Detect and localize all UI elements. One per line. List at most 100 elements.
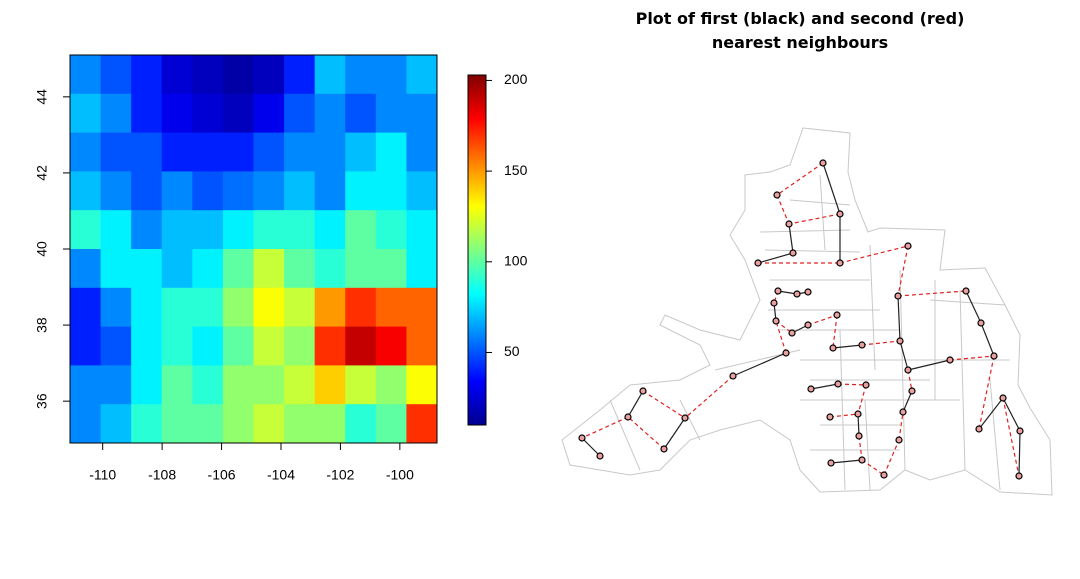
heat-cell xyxy=(70,93,102,134)
heat-cell xyxy=(253,210,285,250)
heat-cell xyxy=(284,210,316,250)
heat-cell xyxy=(100,287,132,328)
heat-cell xyxy=(375,132,407,172)
x-tick-label: -104 xyxy=(267,467,295,483)
heat-cell xyxy=(375,210,407,250)
heat-cell xyxy=(253,55,285,95)
y-tick-label: 38 xyxy=(34,317,50,333)
heat-cell xyxy=(284,287,316,328)
heat-cell xyxy=(406,287,438,328)
heat-cell xyxy=(375,365,407,405)
y-tick-label: 42 xyxy=(34,165,50,181)
heat-cell xyxy=(131,404,163,444)
heat-cell xyxy=(314,55,346,95)
heat-cell xyxy=(314,210,346,250)
heat-cell xyxy=(131,365,163,405)
heat-cell xyxy=(253,287,285,328)
heat-cell xyxy=(284,365,316,405)
heat-cell xyxy=(222,93,254,134)
heat-cell xyxy=(222,132,254,172)
heat-cell xyxy=(100,404,132,444)
heat-cell xyxy=(406,93,438,134)
heat-cell xyxy=(314,93,346,134)
heat-cell xyxy=(70,55,102,95)
heat-cell xyxy=(253,326,285,366)
heat-cell xyxy=(406,365,438,405)
x-tick-label: -108 xyxy=(148,467,176,483)
heat-cell xyxy=(192,171,224,211)
heat-cell xyxy=(375,404,407,444)
heat-cell xyxy=(161,249,193,289)
heat-cell xyxy=(70,249,102,289)
heat-cell xyxy=(345,55,377,95)
heat-cell xyxy=(222,287,254,328)
heat-cell xyxy=(161,132,193,172)
map-title: Plot of first (black) and second (red) xyxy=(636,9,965,28)
heat-cell xyxy=(192,93,224,134)
heat-cell xyxy=(222,404,254,444)
heat-cell xyxy=(222,365,254,405)
heat-cell xyxy=(314,404,346,444)
heat-cell xyxy=(406,132,438,172)
heat-cell xyxy=(131,210,163,250)
heat-cell xyxy=(222,55,254,95)
heat-cell xyxy=(345,365,377,405)
heat-cell xyxy=(284,93,316,134)
heatmap-panel: -110 -108 -106 -104 -102 -100 36 38 40 42 44 50 100 1… xyxy=(34,54,528,483)
heat-cell xyxy=(253,93,285,134)
heat-cell xyxy=(222,210,254,250)
heat-cell xyxy=(406,171,438,211)
heat-cell xyxy=(131,171,163,211)
color-tick-label: 50 xyxy=(504,343,520,359)
heat-cell xyxy=(100,171,132,211)
heat-cell xyxy=(131,249,163,289)
heat-cell xyxy=(100,326,132,366)
heat-cell xyxy=(345,132,377,172)
heat-cell xyxy=(345,171,377,211)
heat-cell xyxy=(284,55,316,95)
heat-cell xyxy=(375,171,407,211)
x-tick-label: -106 xyxy=(208,467,236,483)
heat-cell xyxy=(406,55,438,95)
heat-cell xyxy=(406,404,438,444)
heat-cell xyxy=(314,326,346,366)
heat-cell xyxy=(406,326,438,366)
heat-cell xyxy=(314,287,346,328)
heat-cell xyxy=(100,249,132,289)
heat-cell xyxy=(375,249,407,289)
title-line: nearest neighbours xyxy=(712,33,888,52)
heat-cell xyxy=(70,132,102,172)
heat-cell xyxy=(100,93,132,134)
heat-cell xyxy=(192,249,224,289)
heat-cell xyxy=(100,55,132,95)
heat-cell xyxy=(161,365,193,405)
color-tick-label: 200 xyxy=(504,71,528,87)
heat-cell xyxy=(70,404,102,444)
heat-cell xyxy=(375,326,407,366)
heat-cell xyxy=(192,210,224,250)
heat-cell xyxy=(161,210,193,250)
heat-cell xyxy=(70,326,102,366)
heat-cell xyxy=(192,55,224,95)
heat-cell xyxy=(192,132,224,172)
color-tick-label: 150 xyxy=(504,162,528,178)
heat-cell xyxy=(375,287,407,328)
x-tick-label: -102 xyxy=(326,467,354,483)
heat-cell xyxy=(253,365,285,405)
first-neighbour-links xyxy=(581,162,1021,477)
heat-cell xyxy=(100,365,132,405)
region-boundary xyxy=(609,174,1010,491)
heat-cell xyxy=(131,55,163,95)
heat-cell xyxy=(161,287,193,328)
heat-cell xyxy=(70,210,102,250)
color-tick-label: 100 xyxy=(504,252,528,268)
heat-cell xyxy=(345,326,377,366)
heat-cell xyxy=(161,93,193,134)
region-boundary xyxy=(561,127,1053,496)
heat-cell xyxy=(284,132,316,172)
heat-cell xyxy=(192,287,224,328)
heat-cell xyxy=(70,287,102,328)
heat-cell xyxy=(284,404,316,444)
heat-cell xyxy=(253,404,285,444)
